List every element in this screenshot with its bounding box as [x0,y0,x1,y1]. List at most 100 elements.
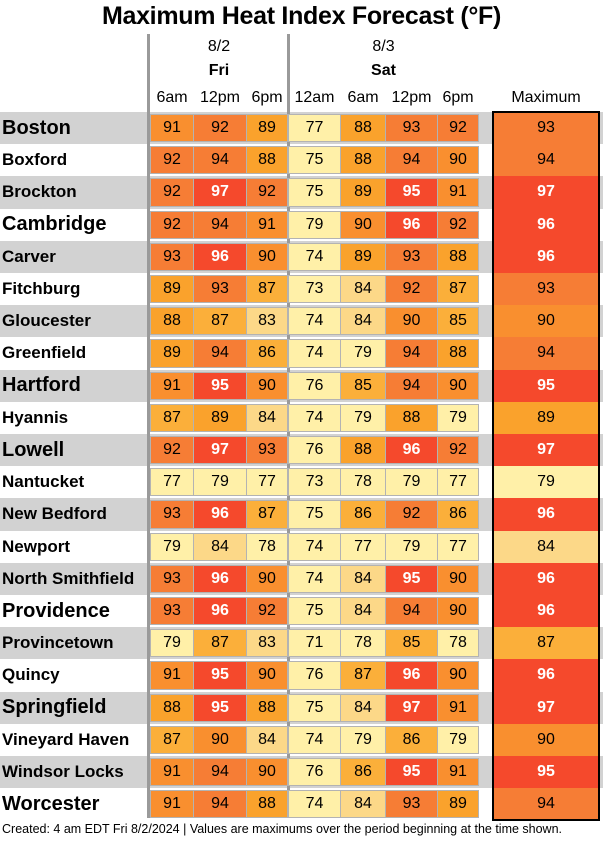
heat-index-cell: 94 [385,146,438,175]
heat-index-cell: 79 [340,403,386,432]
maximum-cell: 97 [493,176,599,209]
heat-index-cell: 71 [288,629,341,658]
heat-index-cell: 79 [340,339,386,368]
heat-index-cell: 76 [288,436,341,465]
heat-index-cell: 79 [150,629,194,658]
city-name: Nantucket [2,472,85,492]
heat-index-cell: 89 [193,403,247,432]
heat-index-cell: 92 [150,146,194,175]
heat-index-cell: 90 [340,210,386,239]
heat-index-cell: 94 [193,146,247,175]
heat-index-cell: 90 [437,146,479,175]
heat-index-cell: 91 [150,114,194,143]
city-name: Springfield [2,696,107,719]
heat-index-cell: 93 [150,564,194,593]
heat-index-cell: 90 [246,758,288,787]
maximum-cell: 96 [493,659,599,692]
heat-index-cell: 96 [193,564,247,593]
heat-index-cell: 79 [288,210,341,239]
heat-index-cell: 89 [150,275,194,304]
maximum-cell: 90 [493,723,599,756]
heat-index-cell: 93 [385,242,438,271]
heat-index-cell: 88 [246,146,288,175]
heat-index-cell: 91 [246,210,288,239]
heat-index-cell: 89 [150,339,194,368]
heat-index-cell: 77 [288,114,341,143]
heat-index-cell: 87 [150,403,194,432]
day-name-label: Sat [371,62,396,79]
heat-index-cell: 88 [246,790,288,819]
heat-index-cell: 75 [288,178,341,207]
heat-index-cell: 76 [288,758,341,787]
maximum-cell: 96 [493,562,599,595]
heat-index-cell: 88 [150,693,194,722]
maximum-cell: 96 [493,498,599,531]
city-name: Fitchburg [2,279,81,299]
heat-index-cell: 95 [193,371,247,400]
city-name: North Smithfield [2,568,135,588]
heat-index-cell: 79 [193,468,247,497]
heat-index-cell: 77 [340,532,386,561]
maximum-cell: 93 [493,112,599,145]
maximum-cell: 93 [493,273,599,306]
heat-index-cell: 91 [150,758,194,787]
city-name: Hyannis [2,407,69,427]
day-date-label: 8/2 [207,38,231,55]
heat-index-cell: 95 [193,693,247,722]
heat-index-cell: 92 [385,275,438,304]
maximum-cell: 87 [493,627,599,660]
heat-index-cell: 88 [340,146,386,175]
heat-index-cell: 87 [193,629,247,658]
heat-index-cell: 75 [288,146,341,175]
heat-index-cell: 86 [385,725,438,754]
heat-index-cell: 77 [150,468,194,497]
heat-index-cell: 73 [288,275,341,304]
heat-index-cell: 92 [437,436,479,465]
heat-index-cell: 87 [193,307,247,336]
maximum-cell: 89 [493,401,599,434]
heat-index-cell: 94 [193,339,247,368]
heat-index-cell: 92 [193,114,247,143]
heat-index-cell: 88 [437,339,479,368]
heat-index-cell: 90 [246,371,288,400]
heat-index-cell: 75 [288,500,341,529]
maximum-column-label: Maximum [511,89,581,106]
heat-index-cell: 84 [193,532,247,561]
heat-index-cell: 74 [288,339,341,368]
heat-index-cell: 85 [437,307,479,336]
heat-index-cell: 91 [150,661,194,690]
heat-index-cell: 84 [246,403,288,432]
heat-index-cell: 91 [437,693,479,722]
heat-index-cell: 88 [340,436,386,465]
maximum-cell: 96 [493,240,599,273]
maximum-cell: 79 [493,466,599,499]
time-label: 12pm [199,89,241,106]
heat-index-cell: 96 [385,661,438,690]
heat-index-cell: 78 [340,468,386,497]
heat-index-cell: 88 [340,114,386,143]
city-name: Hartford [2,374,81,397]
city-name: New Bedford [2,504,107,524]
heat-index-cell: 88 [246,693,288,722]
maximum-cell: 94 [493,144,599,177]
city-name: Provincetown [2,633,114,653]
city-name: Providence [2,599,110,622]
city-name: Brockton [2,182,77,202]
city-name: Carver [2,246,56,266]
heat-index-cell: 94 [193,790,247,819]
maximum-cell: 96 [493,595,599,628]
maximum-cell: 84 [493,530,599,563]
heat-index-cell: 78 [340,629,386,658]
heat-index-cell: 87 [437,275,479,304]
heat-index-cell: 92 [385,500,438,529]
city-name: Greenfield [2,343,87,363]
heat-index-cell: 97 [385,693,438,722]
heat-index-cell: 91 [437,178,479,207]
time-label: 6pm [442,89,474,106]
heat-index-cell: 95 [385,178,438,207]
heat-index-cell: 97 [193,436,247,465]
heat-index-cell: 90 [437,564,479,593]
heat-index-cell: 92 [150,210,194,239]
heat-index-cell: 93 [150,597,194,626]
heat-index-cell: 79 [385,468,438,497]
